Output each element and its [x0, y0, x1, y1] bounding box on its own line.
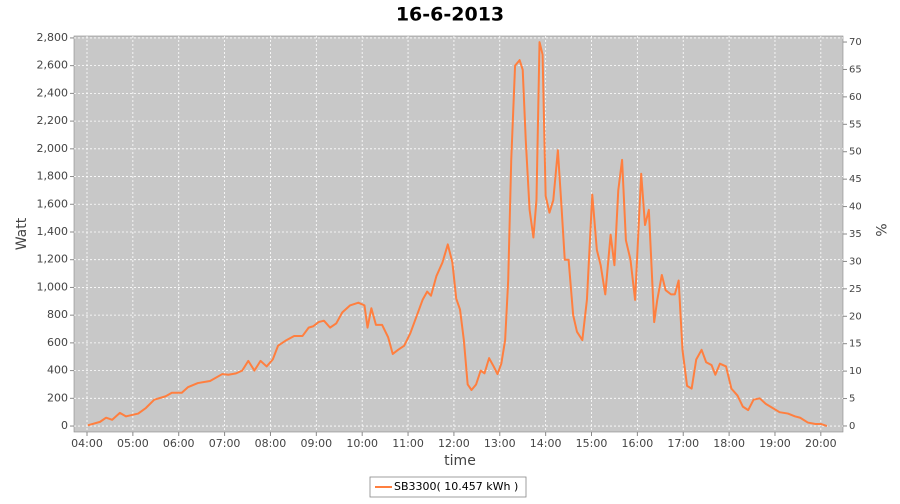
y2-tick-label: 25 — [849, 284, 862, 295]
x-tick-label: 19:00 — [759, 437, 791, 450]
y-tick-label: 800 — [47, 308, 68, 321]
y-tick-label: 2,000 — [37, 142, 69, 155]
y-tick-label: 1,400 — [37, 225, 69, 238]
x-tick-label: 14:00 — [530, 437, 562, 450]
x-tick-label: 05:00 — [117, 437, 149, 450]
y-axis-label: Watt — [14, 217, 30, 250]
x-tick-label: 10:00 — [346, 437, 378, 450]
y-tick-label: 0 — [61, 419, 68, 432]
y2-tick-label: 60 — [849, 92, 862, 103]
y2-tick-label: 20 — [849, 311, 862, 322]
y2-tick-label: 65 — [849, 64, 862, 75]
plot-area — [73, 35, 844, 433]
y2-tick-label: 30 — [849, 256, 862, 267]
x-tick-label: 08:00 — [255, 437, 287, 450]
x-tick-label: 20:00 — [805, 437, 837, 450]
x-tick-label: 13:00 — [484, 437, 516, 450]
y2-tick-label: 40 — [849, 202, 862, 213]
y2-tick-label: 55 — [849, 119, 862, 130]
chart-title: 16-6-2013 — [396, 4, 504, 26]
y2-tick-label: 35 — [849, 229, 862, 240]
y2-tick-label: 50 — [849, 147, 862, 158]
y-tick-label: 1,000 — [37, 280, 69, 293]
y-tick-label: 2,200 — [37, 114, 69, 127]
y-tick-label: 400 — [47, 364, 68, 377]
x-tick-label: 12:00 — [438, 437, 470, 450]
y2-axis-label: % — [872, 223, 888, 236]
x-tick-label: 09:00 — [300, 437, 332, 450]
y-tick-label: 1,800 — [37, 170, 69, 183]
x-axis-label: time — [444, 453, 476, 469]
x-tick-label: 17:00 — [667, 437, 699, 450]
legend — [369, 476, 527, 498]
y2-tick-label: 45 — [849, 174, 862, 185]
x-tick-label: 11:00 — [392, 437, 424, 450]
x-tick-label: 18:00 — [713, 437, 745, 450]
y2-tick-label: 10 — [849, 366, 862, 377]
y-tick-label: 1,200 — [37, 253, 69, 266]
x-tick-label: 06:00 — [163, 437, 195, 450]
x-tick-label: 16:00 — [622, 437, 654, 450]
y-tick-label: 2,400 — [37, 86, 69, 99]
y2-tick-label: 70 — [849, 37, 862, 48]
y-tick-label: 600 — [47, 336, 68, 349]
y-tick-label: 2,600 — [37, 59, 69, 72]
legend-label: SB3300( 10.457 kWh ) — [394, 480, 518, 493]
data-line — [87, 41, 828, 427]
y2-tick-label: 15 — [849, 339, 862, 350]
x-tick-label: 07:00 — [209, 437, 241, 450]
y-tick-label: 2,800 — [37, 31, 69, 44]
y2-tick-label: 0 — [849, 421, 855, 432]
y2-tick-label: 5 — [849, 394, 855, 405]
x-tick-label: 04:00 — [71, 437, 103, 450]
x-tick-label: 15:00 — [576, 437, 608, 450]
y-tick-label: 1,600 — [37, 197, 69, 210]
y-tick-label: 200 — [47, 391, 68, 404]
